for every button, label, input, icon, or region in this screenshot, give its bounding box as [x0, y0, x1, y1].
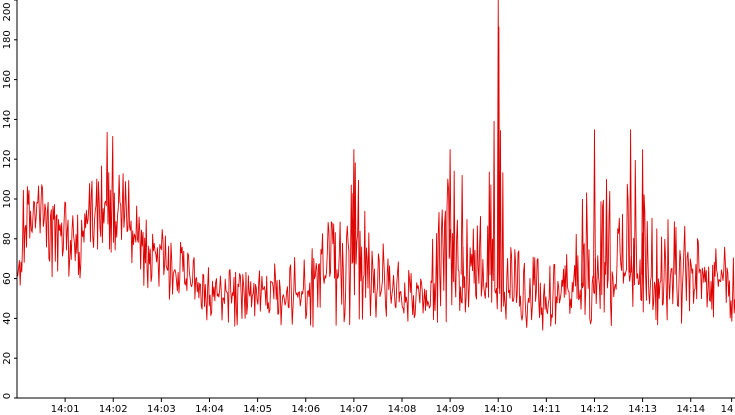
- y-tick-label: 160: [2, 70, 13, 89]
- y-tick-label: 120: [2, 150, 13, 169]
- y-tick-label: 60: [2, 272, 13, 285]
- series-peak: [641, 149, 645, 275]
- y-tick-label: 200: [2, 2, 13, 21]
- series-peak: [605, 179, 608, 275]
- series-peak: [352, 149, 356, 263]
- series-peak: [629, 129, 632, 273]
- x-tick-label: 14:09: [436, 404, 465, 415]
- y-tick-label: 180: [2, 30, 13, 49]
- y-tick-label: 40: [2, 312, 13, 325]
- y-tick-label: 140: [2, 110, 13, 129]
- series-peak: [448, 149, 452, 259]
- series-peak: [581, 198, 584, 287]
- series-line-0: [16, 26, 735, 331]
- x-tick-label: 14:06: [291, 404, 320, 415]
- y-tick-label: 20: [2, 352, 13, 365]
- x-tick-label: 14:03: [147, 404, 176, 415]
- x-tick-label: 14:05: [243, 404, 272, 415]
- y-tick-label: 0: [2, 393, 13, 399]
- x-tick-label: 14:10: [484, 404, 513, 415]
- plot-area: [16, 0, 735, 331]
- x-tick-label: 14:01: [51, 404, 80, 415]
- x-tick-label: 14:12: [580, 404, 609, 415]
- series-peak: [593, 129, 596, 279]
- x-tick-label: 14:08: [388, 404, 417, 415]
- y-tick-label: 80: [2, 232, 13, 245]
- x-tick-label: 14:14: [676, 404, 705, 415]
- x-tick-label: 14:11: [532, 404, 561, 415]
- x-tick-label: 14:07: [339, 404, 368, 415]
- series-peak: [460, 175, 464, 275]
- x-tick-label: 14:13: [628, 404, 657, 415]
- x-tick-label: 14:04: [195, 404, 224, 415]
- x-tick-label: 14: [721, 404, 734, 415]
- series-peak: [496, 0, 500, 289]
- y-tick-label: 100: [2, 189, 13, 208]
- x-tick-label: 14:02: [99, 404, 128, 415]
